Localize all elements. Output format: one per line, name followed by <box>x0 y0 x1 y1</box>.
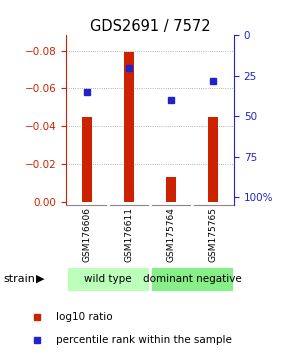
Bar <box>208 116 218 201</box>
Bar <box>66 266 150 292</box>
Text: GSM176611: GSM176611 <box>124 207 134 262</box>
Text: log10 ratio: log10 ratio <box>56 312 112 322</box>
Bar <box>124 52 134 201</box>
Text: GDS2691 / 7572: GDS2691 / 7572 <box>90 19 210 34</box>
Text: GSM176606: GSM176606 <box>82 207 91 262</box>
Bar <box>150 266 234 292</box>
Text: ▶: ▶ <box>36 274 45 284</box>
Bar <box>82 116 92 201</box>
Text: GSM175764: GSM175764 <box>167 207 176 262</box>
Text: dominant negative: dominant negative <box>142 274 242 284</box>
Text: wild type: wild type <box>84 274 132 284</box>
Bar <box>166 177 176 201</box>
Text: percentile rank within the sample: percentile rank within the sample <box>56 335 232 346</box>
Text: GSM175765: GSM175765 <box>208 207 217 262</box>
Text: strain: strain <box>3 274 35 284</box>
